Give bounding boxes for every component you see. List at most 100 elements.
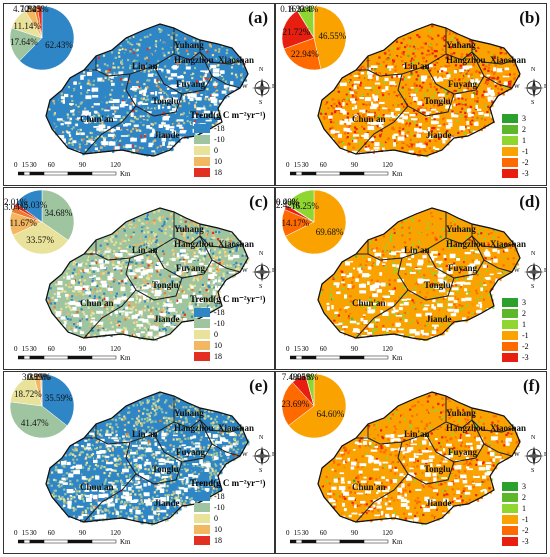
scale-bar xyxy=(290,355,389,360)
region-outline xyxy=(45,391,249,525)
pie-label: 7.48% xyxy=(281,372,305,382)
legend-text: 10 xyxy=(214,341,222,350)
legend-swatch xyxy=(502,331,518,340)
legend-item: -3 xyxy=(502,353,529,362)
compass-n: N xyxy=(531,251,536,257)
scale-tick: 0 xyxy=(14,161,18,169)
city-label-xiaoshan: Xiaoshan xyxy=(490,423,527,433)
legend-item: 10 xyxy=(194,525,222,534)
city-label-linan: Lin'an xyxy=(132,245,158,255)
legend-text: -3 xyxy=(522,537,529,546)
scale-tick: 15 xyxy=(21,529,29,537)
legend-swatch xyxy=(194,492,210,501)
compass-e: E xyxy=(544,84,546,90)
legend-item: -18 xyxy=(194,492,225,501)
compass-n: N xyxy=(531,435,536,441)
pie-label: 21.72% xyxy=(282,26,311,37)
legend-item: -2 xyxy=(502,158,529,167)
compass-icon xyxy=(524,78,544,98)
city-label-xiaoshan: Xiaoshan xyxy=(218,239,255,249)
pie-slice xyxy=(286,189,315,223)
city-label-yuhang: Yuhang xyxy=(174,40,204,50)
city-label-tonglu: Tonglu xyxy=(424,464,451,474)
panel-label: (a) xyxy=(248,8,268,27)
raster-pixels xyxy=(318,25,521,158)
legend-text: 10 xyxy=(214,157,222,166)
city-label-chunan: Chun'an xyxy=(352,482,386,492)
legend-item: 0 xyxy=(194,330,218,339)
legend-text: -10 xyxy=(214,503,225,512)
pie-label: 16.25% xyxy=(291,200,319,211)
city-label-yuhang: Yuhang xyxy=(446,408,476,418)
city-label-chunan: Chun'an xyxy=(352,298,386,308)
pie-slice xyxy=(281,10,315,50)
city-label-tonglu: Tonglu xyxy=(152,464,179,474)
legend-swatch xyxy=(502,320,518,329)
pie-label: 34.68% xyxy=(44,208,73,219)
compass-icon xyxy=(252,262,272,282)
scale-tick: 90 xyxy=(351,161,358,169)
legend-text: -3 xyxy=(522,169,529,178)
panel-label: (e) xyxy=(249,376,268,395)
legend-swatch xyxy=(194,157,210,166)
scale-tick: 120 xyxy=(110,529,121,537)
legend-text: 3 xyxy=(522,114,526,123)
scale-tick: 90 xyxy=(79,529,86,537)
compass-icon xyxy=(252,78,272,98)
legend-swatch xyxy=(194,319,210,328)
compass-s: S xyxy=(531,468,535,474)
legend-text: -3 xyxy=(522,353,529,362)
scale-tick: 0 xyxy=(14,345,18,353)
pie-label: 0.59% xyxy=(26,372,50,382)
scale-tick: 15 xyxy=(293,161,301,169)
scale-tick: 60 xyxy=(47,345,55,353)
pie-slice xyxy=(41,373,43,407)
scale-unit: Km xyxy=(120,354,131,362)
city-label-jiande: Jiande xyxy=(154,498,180,508)
legend-swatch xyxy=(502,136,518,145)
legend-text: -1 xyxy=(522,331,529,340)
city-label-tonglu: Tonglu xyxy=(424,280,451,290)
scale-bar xyxy=(290,539,389,544)
legend-swatch xyxy=(194,308,210,317)
legend-swatch xyxy=(194,536,210,545)
pie-label: 11.67% xyxy=(9,218,37,229)
city-label-linan: Lin'an xyxy=(404,61,430,71)
compass-icon xyxy=(524,262,544,282)
legend-item: 0 xyxy=(194,514,218,523)
scale-tick: 30 xyxy=(301,345,309,353)
region-outline xyxy=(317,23,521,157)
compass-w: W xyxy=(242,84,248,90)
scale-tick: 0 xyxy=(286,161,290,169)
scale-bar xyxy=(18,171,117,176)
legend-text: -18 xyxy=(214,124,225,133)
legend-swatch xyxy=(194,135,210,144)
compass-icon xyxy=(252,446,272,466)
city-label-fuyang: Fuyang xyxy=(176,263,206,273)
legend-text: 18 xyxy=(214,352,222,361)
compass-w: W xyxy=(514,268,520,274)
legend-swatch xyxy=(502,114,518,123)
legend-swatch xyxy=(502,169,518,178)
pie-label: 46.55% xyxy=(318,30,347,41)
pie-label: 14.17% xyxy=(281,217,310,228)
legend-item: -3 xyxy=(502,537,529,546)
region-outline xyxy=(317,391,521,525)
scale-bar xyxy=(18,539,117,544)
scale-tick: 60 xyxy=(47,529,55,537)
city-label-chunan: Chun'an xyxy=(352,114,386,124)
pie-label: 11.14% xyxy=(13,21,41,32)
raster-pixels xyxy=(48,24,248,157)
pie-slice xyxy=(41,373,75,427)
pie-label: 4.18% xyxy=(295,372,319,382)
pie-label: 3.38% xyxy=(21,372,46,382)
pie-label: 69.68% xyxy=(315,226,344,237)
map-svg xyxy=(9,189,250,342)
legend-item: 1 xyxy=(502,504,526,513)
scale-tick: 0 xyxy=(14,529,18,537)
compass-e: E xyxy=(272,452,274,458)
legend-swatch xyxy=(194,503,210,512)
legend-item: -1 xyxy=(502,515,529,524)
legend-item: -10 xyxy=(194,319,225,328)
